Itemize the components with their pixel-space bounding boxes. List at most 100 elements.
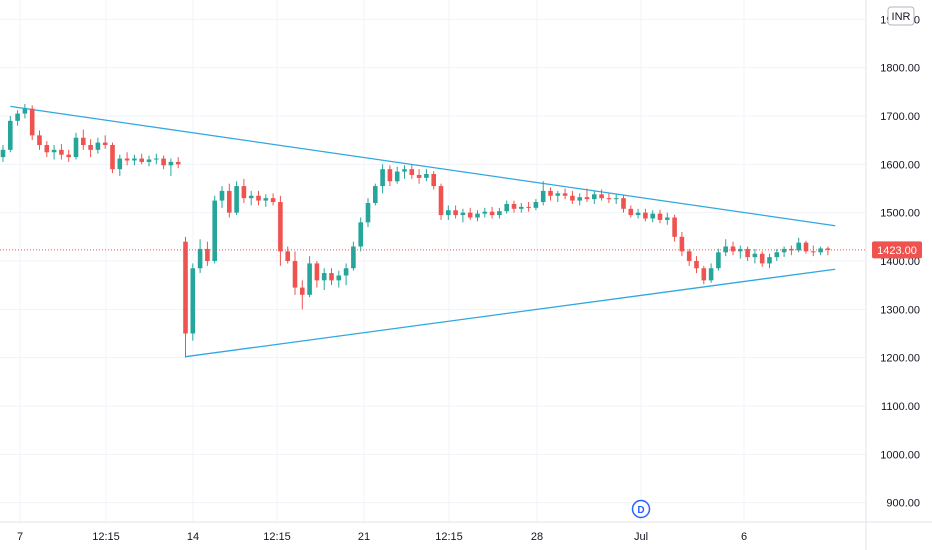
candle[interactable]: [562, 188, 568, 200]
candle[interactable]: [336, 270, 342, 288]
candle[interactable]: [679, 232, 685, 257]
trendline-upper[interactable]: [10, 105, 836, 227]
candle[interactable]: [66, 149, 71, 162]
candle[interactable]: [227, 183, 232, 218]
candle[interactable]: [15, 110, 20, 126]
trendline-lower[interactable]: [185, 268, 836, 358]
session-marker[interactable]: D: [631, 499, 651, 519]
candle[interactable]: [314, 261, 320, 288]
currency-label[interactable]: INR: [887, 6, 915, 26]
candle[interactable]: [730, 241, 736, 256]
candle[interactable]: [628, 205, 634, 218]
candle[interactable]: [409, 164, 415, 179]
candle[interactable]: [394, 166, 400, 184]
candle[interactable]: [577, 193, 582, 206]
candle[interactable]: [248, 190, 254, 206]
candle[interactable]: [124, 152, 130, 166]
candle[interactable]: [95, 137, 101, 154]
candle[interactable]: [606, 193, 612, 203]
candle[interactable]: [774, 248, 780, 261]
candle[interactable]: [811, 245, 816, 257]
candle[interactable]: [489, 206, 495, 219]
candle[interactable]: [570, 190, 575, 204]
candle[interactable]: [270, 193, 276, 206]
candle[interactable]: [387, 165, 393, 187]
candle[interactable]: [643, 208, 648, 222]
candle[interactable]: [59, 144, 64, 160]
candle[interactable]: [292, 251, 298, 295]
candle[interactable]: [701, 265, 707, 285]
candle[interactable]: [212, 195, 217, 264]
candle[interactable]: [650, 210, 655, 223]
candle[interactable]: [716, 248, 721, 271]
candle[interactable]: [175, 157, 181, 169]
candle[interactable]: [81, 129, 86, 150]
candle[interactable]: [497, 207, 502, 219]
candle[interactable]: [329, 268, 334, 286]
candle[interactable]: [132, 154, 137, 166]
candle[interactable]: [146, 155, 152, 167]
candle[interactable]: [205, 241, 210, 266]
candle[interactable]: [139, 153, 144, 165]
candle[interactable]: [22, 103, 28, 119]
candle[interactable]: [343, 263, 349, 286]
candle[interactable]: [818, 246, 823, 256]
candle[interactable]: [446, 205, 451, 220]
candle[interactable]: [402, 165, 407, 179]
candle[interactable]: [635, 208, 641, 219]
candle[interactable]: [373, 183, 378, 206]
candle[interactable]: [745, 246, 750, 262]
candle[interactable]: [825, 246, 831, 256]
candle[interactable]: [161, 155, 166, 170]
candle[interactable]: [73, 132, 79, 160]
candle[interactable]: [190, 263, 196, 341]
candle[interactable]: [183, 236, 188, 358]
candle[interactable]: [438, 183, 444, 220]
candle[interactable]: [154, 153, 159, 165]
candle[interactable]: [117, 154, 123, 176]
candle[interactable]: [781, 246, 787, 258]
time-axis[interactable]: 7 12:15 14 12:15 21 12:15 28 Jul 6: [0, 521, 932, 543]
candle[interactable]: [592, 190, 597, 204]
candle[interactable]: [723, 239, 728, 257]
candle[interactable]: [599, 189, 604, 201]
candle[interactable]: [526, 202, 531, 212]
candle[interactable]: [219, 186, 225, 208]
candle[interactable]: [555, 190, 561, 203]
candle[interactable]: [0, 145, 6, 162]
candle[interactable]: [241, 178, 247, 203]
candle[interactable]: [8, 116, 13, 153]
candle[interactable]: [29, 105, 35, 141]
candle[interactable]: [424, 169, 429, 182]
candle[interactable]: [351, 241, 356, 271]
candle[interactable]: [365, 198, 371, 228]
candle[interactable]: [767, 253, 772, 269]
candle[interactable]: [584, 188, 590, 203]
candle[interactable]: [475, 210, 480, 222]
candle[interactable]: [416, 169, 422, 184]
candle[interactable]: [540, 181, 546, 206]
candle[interactable]: [234, 181, 239, 216]
candle[interactable]: [453, 205, 458, 219]
candle[interactable]: [548, 187, 553, 201]
candle[interactable]: [431, 171, 436, 190]
candle[interactable]: [110, 142, 115, 174]
candle[interactable]: [460, 208, 466, 223]
candle[interactable]: [613, 194, 619, 204]
candle[interactable]: [358, 217, 363, 252]
candle[interactable]: [519, 203, 524, 213]
candle[interactable]: [738, 245, 743, 259]
candle[interactable]: [44, 141, 50, 158]
candle[interactable]: [467, 207, 473, 220]
candle[interactable]: [285, 246, 290, 264]
candle[interactable]: [300, 280, 305, 310]
candle[interactable]: [789, 245, 794, 256]
candle[interactable]: [307, 256, 312, 298]
candle[interactable]: [759, 251, 765, 267]
candle[interactable]: [51, 145, 57, 160]
candle[interactable]: [803, 240, 809, 254]
candle[interactable]: [321, 268, 327, 290]
candle[interactable]: [752, 248, 758, 264]
